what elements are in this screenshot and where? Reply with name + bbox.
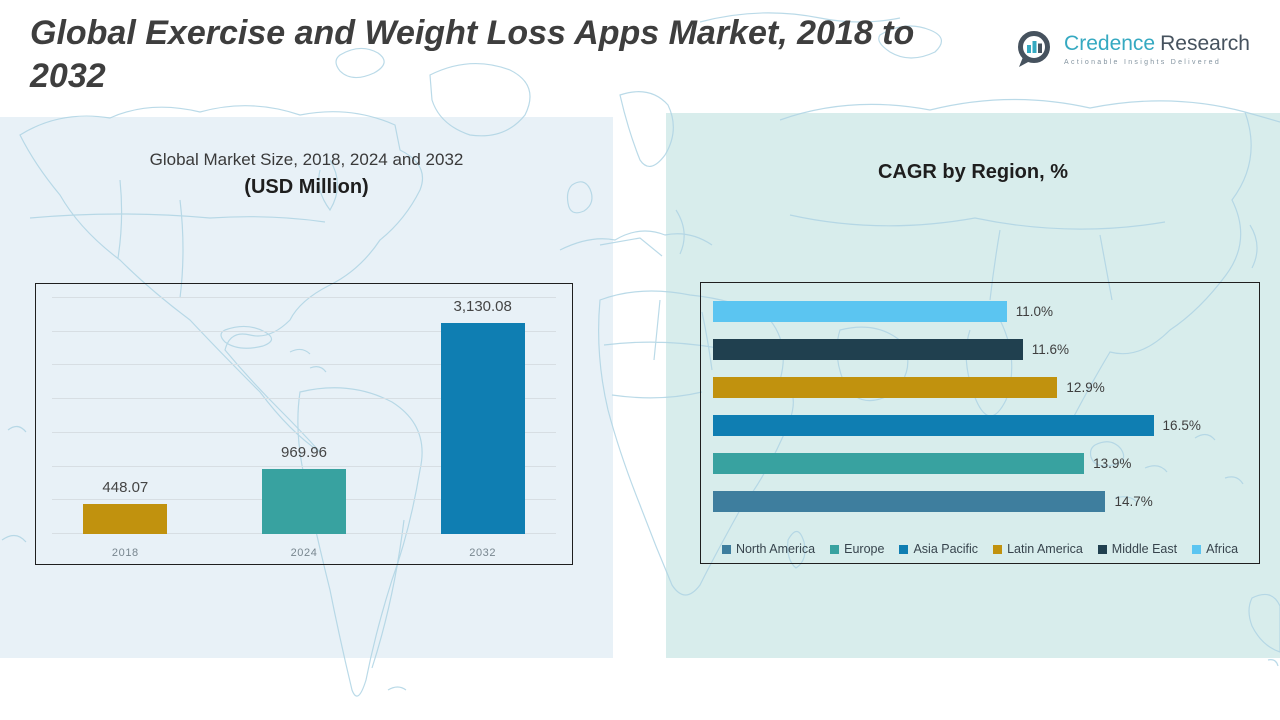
x-axis-label-2032: 2032 [469, 547, 497, 559]
legend-item-latin-america: Latin America [993, 542, 1083, 556]
bar-value-label: 13.9% [1093, 455, 1132, 471]
title-line-1: Global Exercise and Weight Loss Apps Mar… [30, 14, 915, 52]
bar-europe [713, 452, 1085, 474]
bar-value-label: 11.0% [1015, 303, 1053, 319]
legend-swatch [1097, 544, 1107, 554]
market-size-bar-chart: 448.07 969.96 3,130.08 2018 2024 2032 [35, 283, 573, 565]
x-axis-label-2018: 2018 [111, 547, 139, 559]
bar-group-2018: 448.07 [36, 284, 215, 534]
cagr-plot-area: 11.0% 11.6% 12.9% 16.5% 13.9% 14.7% [713, 292, 1247, 520]
legend-label: North America [735, 542, 816, 556]
cagr-bar-chart: 11.0% 11.6% 12.9% 16.5% 13.9% 14.7% North Ame… [700, 282, 1260, 564]
page-title: Global Exercise and Weight Loss Apps Mar… [30, 12, 914, 98]
bar-row-latin-america: 12.9% [713, 368, 1247, 406]
chart-legend: North America Europe Asia Pacific Latin Ame… [701, 542, 1259, 556]
right-chart-title-text: CAGR by Region, % [877, 161, 1068, 183]
bar-north-america [713, 490, 1106, 512]
legend-swatch [993, 544, 1003, 554]
title-line-2: 2032 [30, 56, 106, 95]
bar-group-2032: 3,130.08 [393, 284, 572, 534]
market-size-x-axis: 2018 2024 2032 [36, 547, 572, 559]
brand-name-primary: Credence [1064, 32, 1156, 56]
legend-swatch [899, 544, 909, 554]
bar-asia-pacific [713, 414, 1154, 436]
bar-2032 [440, 322, 525, 534]
brand-tagline: Actionable Insights Delivered [1064, 58, 1222, 66]
brand-name-secondary: Research [1160, 32, 1250, 56]
left-chart-title: Global Market Size, 2018, 2024 and 2032 … [0, 150, 613, 199]
bar-row-middle-east: 11.6% [713, 330, 1247, 368]
bar-group-2024: 969.96 [215, 284, 394, 534]
legend-label: Africa [1206, 542, 1239, 556]
legend-swatch [721, 544, 731, 554]
bar-value-label: 11.6% [1031, 341, 1069, 357]
bar-value-label: 3,130.08 [453, 297, 512, 315]
left-chart-title-line-1: Global Market Size, 2018, 2024 and 2032 [149, 150, 464, 169]
bar-value-label: 12.9% [1066, 379, 1105, 395]
brand-text: Credence Research Actionable Insights Del… [1064, 32, 1250, 65]
right-chart-title: CAGR by Region, % [666, 155, 1280, 184]
bar-value-label: 448.07 [102, 478, 149, 496]
bar-value-label: 14.7% [1114, 493, 1153, 509]
legend-item-north-america: North America [721, 542, 816, 556]
legend-label: Middle East [1111, 542, 1178, 556]
market-size-plot-area: 448.07 969.96 3,130.08 [36, 284, 572, 534]
legend-item-africa: Africa [1192, 542, 1238, 556]
bar-2024 [262, 468, 346, 534]
bar-value-label: 16.5% [1162, 417, 1201, 433]
brand-logo: Credence Research Actionable Insights Del… [1013, 28, 1250, 70]
bar-row-europe: 13.9% [713, 444, 1247, 482]
bar-row-asia-pacific: 16.5% [713, 406, 1247, 444]
bar-value-label: 969.96 [281, 443, 327, 461]
x-axis-label-2024: 2024 [290, 547, 318, 559]
bar-latin-america [713, 376, 1058, 398]
legend-label: Asia Pacific [913, 542, 979, 556]
legend-label: Latin America [1007, 542, 1083, 556]
bar-africa [713, 300, 1007, 322]
brand-name: Credence Research [1064, 32, 1250, 55]
bar-row-north-america: 14.7% [713, 482, 1247, 520]
legend-swatch [830, 544, 840, 554]
bar-2018 [83, 503, 168, 534]
legend-item-middle-east: Middle East [1097, 542, 1178, 556]
legend-item-asia-pacific: Asia Pacific [899, 542, 978, 556]
legend-swatch [1192, 544, 1202, 554]
left-chart-title-line-2: (USD Million) [244, 176, 369, 198]
legend-item-europe: Europe [830, 542, 884, 556]
bar-row-africa: 11.0% [713, 292, 1247, 330]
logo-chart-bubble-icon [1018, 31, 1051, 67]
bar-middle-east [713, 338, 1023, 360]
legend-label: Europe [844, 542, 885, 556]
